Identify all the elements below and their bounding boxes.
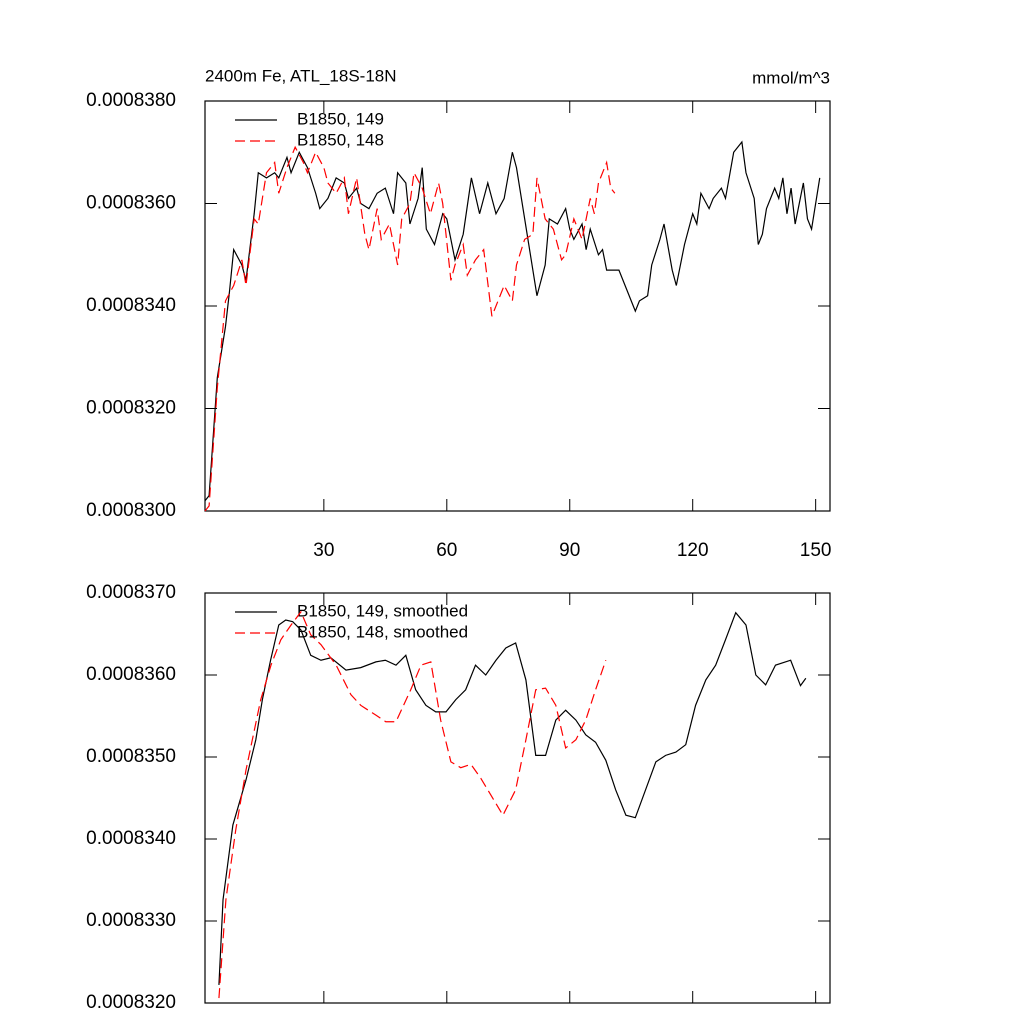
y-tick-label: 0.0008360 <box>86 193 176 214</box>
x-tick-label: 150 <box>800 540 832 561</box>
data-line <box>204 140 821 502</box>
x-tick-label: 120 <box>677 540 709 561</box>
x-tick-label: 60 <box>436 540 457 561</box>
legend-label: B1850, 148 <box>297 130 384 149</box>
plot-frame <box>204 592 831 1004</box>
data-line <box>204 145 616 512</box>
y-tick-label: 0.0008320 <box>86 398 176 419</box>
y-tick-label: 0.0008350 <box>86 746 176 767</box>
y-tick-label: 0.0008330 <box>86 910 176 931</box>
y-tick-label: 0.0008340 <box>86 295 176 316</box>
plot-frame <box>204 100 831 512</box>
y-tick-label: 0.0008360 <box>86 664 176 685</box>
chart-title: 2400m Fe, ATL_18S-18N <box>205 66 397 85</box>
units-label: mmol/m^3 <box>752 68 830 87</box>
legend-label: B1850, 149 <box>297 109 384 128</box>
y-tick-label: 0.0008370 <box>86 582 176 603</box>
data-line <box>218 610 607 999</box>
data-line <box>218 611 807 985</box>
y-tick-label: 0.0008380 <box>86 90 176 111</box>
y-tick-label: 0.0008300 <box>86 500 176 521</box>
y-tick-label: 0.0008340 <box>86 828 176 849</box>
legend-label: B1850, 149, smoothed <box>297 601 468 620</box>
legend-label: B1850, 148, smoothed <box>297 622 468 641</box>
x-tick-label: 30 <box>313 540 334 561</box>
x-tick-label: 90 <box>559 540 580 561</box>
y-tick-label: 0.0008320 <box>86 992 176 1013</box>
